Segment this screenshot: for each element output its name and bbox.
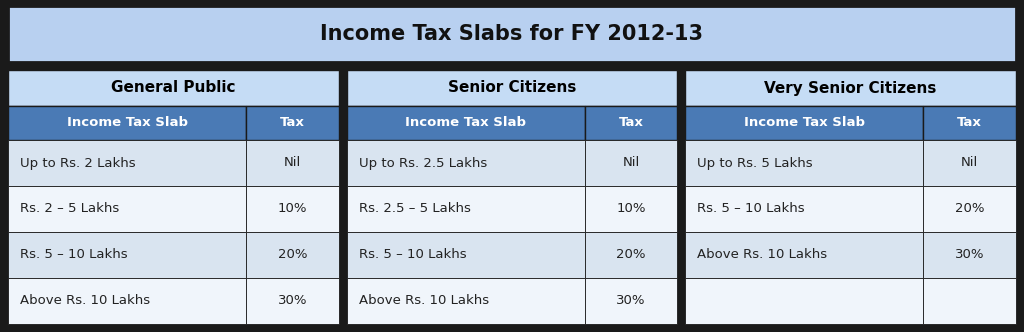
Bar [585, 106, 677, 140]
Text: Tax: Tax [618, 117, 643, 129]
Text: 30%: 30% [955, 248, 984, 262]
Text: Income Tax Slab: Income Tax Slab [743, 117, 865, 129]
Bar [347, 186, 585, 232]
Bar [246, 232, 339, 278]
Bar [924, 278, 1016, 324]
Text: Rs. 2 – 5 Lakhs: Rs. 2 – 5 Lakhs [20, 203, 119, 215]
Text: Nil: Nil [284, 156, 301, 170]
Text: Up to Rs. 2 Lakhs: Up to Rs. 2 Lakhs [20, 156, 135, 170]
Text: Above Rs. 10 Lakhs: Above Rs. 10 Lakhs [20, 294, 151, 307]
Bar [347, 278, 585, 324]
Text: Very Senior Citizens: Very Senior Citizens [765, 80, 937, 96]
Bar [924, 140, 1016, 186]
Bar [585, 278, 677, 324]
Bar [347, 106, 585, 140]
Bar [8, 70, 339, 106]
Bar [924, 186, 1016, 232]
Bar [685, 232, 924, 278]
Text: Tax: Tax [280, 117, 305, 129]
Bar [585, 186, 677, 232]
Bar [246, 140, 339, 186]
Bar [246, 186, 339, 232]
Bar [347, 232, 585, 278]
Bar [8, 140, 246, 186]
Text: Rs. 5 – 10 Lakhs: Rs. 5 – 10 Lakhs [697, 203, 805, 215]
Text: Nil: Nil [962, 156, 978, 170]
Bar [585, 140, 677, 186]
Bar [246, 278, 339, 324]
Text: 30%: 30% [278, 294, 307, 307]
Text: 10%: 10% [616, 203, 646, 215]
Text: Income Tax Slab: Income Tax Slab [406, 117, 526, 129]
Text: Rs. 5 – 10 Lakhs: Rs. 5 – 10 Lakhs [20, 248, 128, 262]
Text: Income Tax Slabs for FY 2012-13: Income Tax Slabs for FY 2012-13 [321, 24, 703, 44]
Bar [924, 106, 1016, 140]
Text: Up to Rs. 2.5 Lakhs: Up to Rs. 2.5 Lakhs [358, 156, 487, 170]
Bar [8, 232, 246, 278]
Text: Income Tax Slab: Income Tax Slab [67, 117, 187, 129]
Bar [585, 232, 677, 278]
Text: Nil: Nil [623, 156, 640, 170]
Text: 20%: 20% [616, 248, 646, 262]
Text: Up to Rs. 5 Lakhs: Up to Rs. 5 Lakhs [697, 156, 813, 170]
Text: Rs. 2.5 – 5 Lakhs: Rs. 2.5 – 5 Lakhs [358, 203, 471, 215]
Text: 20%: 20% [278, 248, 307, 262]
Bar [685, 278, 924, 324]
Text: 20%: 20% [955, 203, 984, 215]
Text: Above Rs. 10 Lakhs: Above Rs. 10 Lakhs [358, 294, 488, 307]
Bar [8, 70, 339, 324]
Bar [924, 232, 1016, 278]
Bar [8, 106, 246, 140]
Bar [685, 70, 1016, 324]
Bar [246, 106, 339, 140]
Bar [685, 70, 1016, 106]
Text: General Public: General Public [111, 80, 236, 96]
Text: Rs. 5 – 10 Lakhs: Rs. 5 – 10 Lakhs [358, 248, 466, 262]
Bar [8, 186, 246, 232]
Bar [685, 106, 924, 140]
Bar [8, 278, 246, 324]
Bar [685, 186, 924, 232]
Text: 10%: 10% [278, 203, 307, 215]
Bar [8, 6, 1016, 62]
Bar [347, 70, 677, 324]
Text: 30%: 30% [616, 294, 646, 307]
Bar [347, 140, 585, 186]
Bar [685, 140, 924, 186]
Text: Senior Citizens: Senior Citizens [447, 80, 577, 96]
Text: Above Rs. 10 Lakhs: Above Rs. 10 Lakhs [697, 248, 827, 262]
Text: Tax: Tax [957, 117, 982, 129]
Bar [347, 70, 677, 106]
